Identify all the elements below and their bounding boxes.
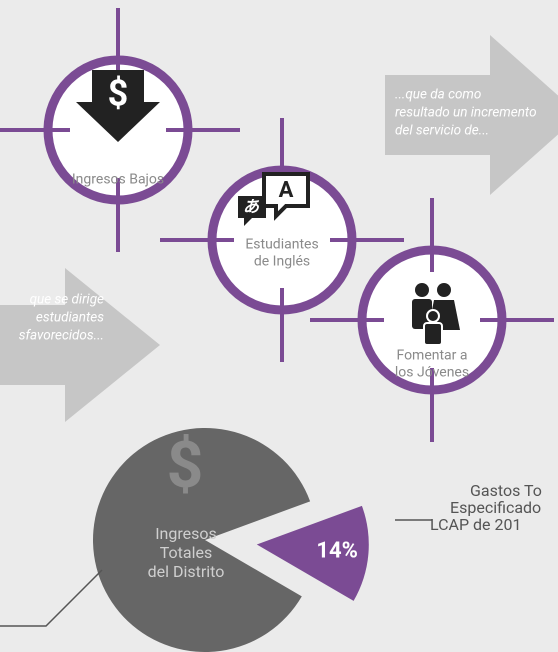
arrow-text: resultado un incremento <box>395 105 537 121</box>
callout-text: Especificado <box>450 498 541 517</box>
arrow-text: ...que da como <box>395 87 481 103</box>
target-label: Estudiantes <box>245 237 318 253</box>
dollar-icon: $ <box>76 70 160 142</box>
dollar-sign: $ <box>167 428 204 503</box>
pie-slice <box>256 505 369 601</box>
arrow-left <box>0 268 160 422</box>
pie-rest <box>92 428 311 652</box>
svg-text:A: A <box>279 178 294 203</box>
pie-center-label: Totales <box>160 543 212 562</box>
language-icon: あ A <box>238 172 310 226</box>
family-icon <box>412 283 460 346</box>
svg-text:あ: あ <box>243 197 260 216</box>
arrow-text: del servicio de... <box>395 123 489 139</box>
target-label: Ingresos Bajos <box>72 172 164 188</box>
callout-line <box>0 569 103 627</box>
callout-text: Gastos To <box>470 481 542 500</box>
slice-label: 14% <box>316 538 358 563</box>
target-label: de Inglés <box>254 254 310 270</box>
arrow-right-top <box>385 35 558 195</box>
arrow-text: estudiantes <box>36 310 104 326</box>
target-label: Fomentar a <box>396 348 467 364</box>
callout-text: LCAP de 201 <box>430 515 521 534</box>
arrow-text: que se dirige <box>30 292 104 308</box>
svg-text:$: $ <box>108 73 129 115</box>
pie-center-label: Ingresos <box>155 524 217 543</box>
target-label: los Jóvenes <box>395 365 469 381</box>
pie-center-label: del Distrito <box>148 562 225 581</box>
arrow-text: sfavorecidos... <box>19 328 104 344</box>
